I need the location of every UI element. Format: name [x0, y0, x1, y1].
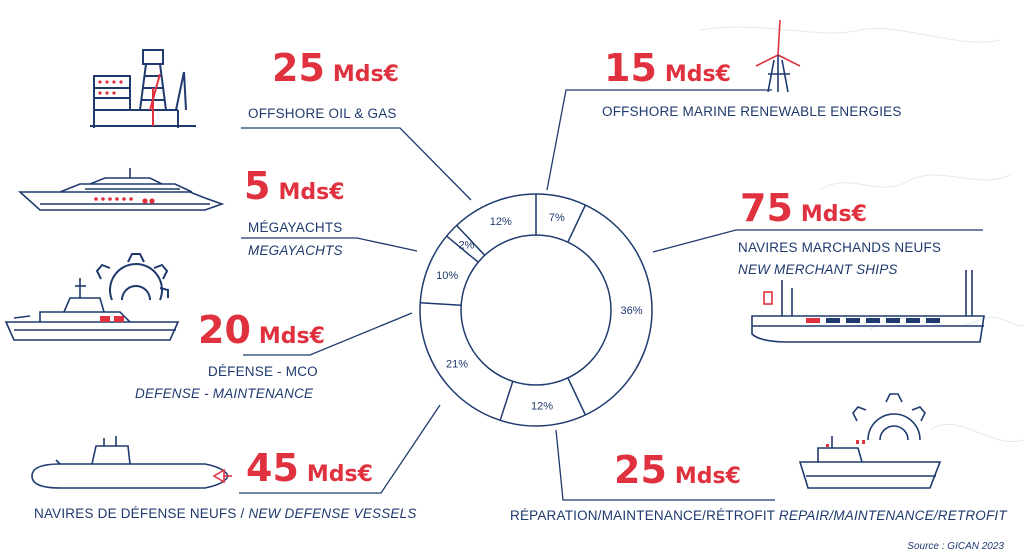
slice-divider	[446, 235, 479, 263]
oil-rig-icon	[90, 49, 196, 128]
label-yachts: MÉGAYACHTS	[248, 220, 343, 235]
amount-unit: Mds€	[332, 62, 399, 87]
label-merchant: NAVIRES MARCHANDS NEUFS	[738, 240, 942, 255]
amount-yachts: 5 Mds€	[244, 164, 345, 208]
amount-unit: Mds€	[664, 62, 731, 87]
amount-value: 5	[244, 164, 271, 208]
leader-merchant	[652, 229, 983, 253]
slice-label: 12%	[490, 216, 512, 228]
slice-divider	[456, 224, 486, 256]
wind-turbine-icon	[755, 19, 801, 93]
donut-chart: 7% 36% 12% 21% 10% 2% 12%	[419, 193, 653, 427]
slice-divider	[420, 301, 462, 307]
leader-yachts	[241, 237, 418, 252]
frigate-icon	[4, 278, 180, 341]
leader-lines	[239, 89, 983, 501]
source-note: Source : GICAN 2023	[907, 541, 1004, 552]
label-repair: RÉPARATION/MAINTENANCE/RÉTROFIT REPAIR/M…	[510, 508, 1007, 523]
slice-label: 12%	[531, 400, 553, 412]
leader-repair	[555, 429, 775, 501]
leader-renewables	[546, 89, 772, 191]
amount-value: 25	[614, 448, 667, 492]
label-defense-new: NAVIRES DE DÉFENSE NEUFS / NEW DEFENSE V…	[34, 506, 417, 521]
submarine-icon	[31, 436, 232, 489]
label-defense-mco: DÉFENSE - MCO	[208, 364, 318, 379]
amount-unit: Mds€	[674, 464, 741, 489]
amount-defense-new: 45 Mds€	[246, 446, 373, 490]
amount-unit: Mds€	[306, 462, 373, 487]
donut-inner-ring	[460, 234, 612, 386]
slice-label: 2%	[458, 240, 474, 252]
amount-value: 45	[246, 446, 299, 490]
label-repair-fr: RÉPARATION/MAINTENANCE/RÉTROFIT	[510, 508, 779, 523]
slice-divider	[567, 377, 587, 416]
leader-oilgas	[241, 127, 472, 201]
label-defense-new-fr: NAVIRES DE DÉFENSE NEUFS /	[34, 506, 249, 521]
label-merchant-en: NEW MERCHANT SHIPS	[738, 262, 898, 277]
slice-divider	[499, 381, 514, 421]
amount-value: 15	[604, 46, 657, 90]
amount-value: 25	[272, 46, 325, 90]
amount-repair: 25 Mds€	[614, 448, 741, 492]
slice-divider	[567, 204, 587, 243]
cargo-ship-icon	[751, 270, 985, 343]
gear-icon	[95, 253, 169, 301]
label-defense-mco-en: DEFENSE - MAINTENANCE	[135, 386, 314, 401]
background-map	[699, 26, 1024, 443]
amount-unit: Mds€	[800, 202, 867, 227]
amount-defense-mco: 20 Mds€	[198, 308, 325, 352]
label-oilgas: OFFSHORE OIL & GAS	[248, 106, 397, 121]
slice-label: 10%	[436, 270, 458, 282]
amount-merchant: 75 Mds€	[740, 186, 867, 230]
amount-unit: Mds€	[278, 180, 345, 205]
amount-value: 75	[740, 186, 793, 230]
leader-defense-new	[239, 404, 441, 494]
megayacht-icon	[17, 168, 225, 211]
label-yachts-en: MEGAYACHTS	[248, 243, 343, 258]
slice-label: 7%	[549, 212, 565, 224]
leader-defense-mco	[243, 312, 413, 356]
maintenance-ship-icon	[798, 393, 942, 489]
amount-oilgas: 25 Mds€	[272, 46, 399, 90]
label-renewables: OFFSHORE MARINE RENEWABLE ENERGIES	[602, 104, 902, 119]
label-repair-en: REPAIR/MAINTENANCE/RETROFIT	[778, 508, 1007, 523]
label-defense-new-en: NEW DEFENSE VESSELS	[248, 506, 417, 521]
slice-label: 36%	[620, 305, 642, 317]
amount-renewables: 15 Mds€	[604, 46, 731, 90]
amount-value: 20	[198, 308, 251, 352]
amount-unit: Mds€	[258, 324, 325, 349]
slice-label: 21%	[446, 359, 468, 371]
